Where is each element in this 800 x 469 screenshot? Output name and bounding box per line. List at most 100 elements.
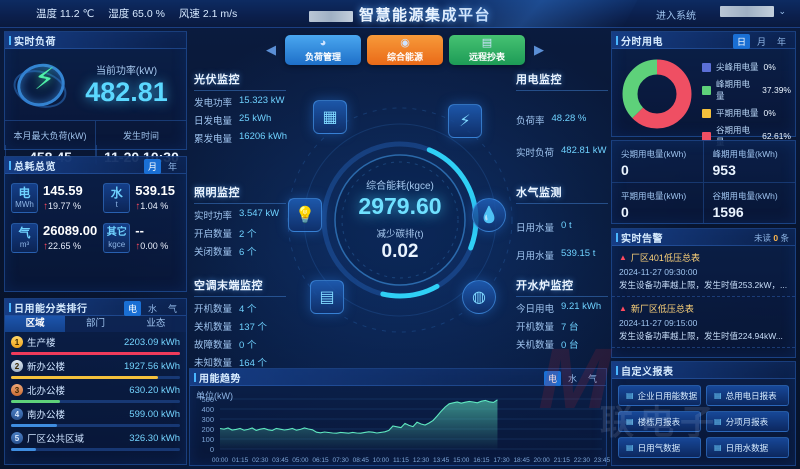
list-item[interactable]: 2 新办公楼 1927.56 kWh — [5, 356, 186, 380]
bolt-graphic: ⚡ — [9, 57, 73, 114]
value: 145.59 — [43, 183, 83, 198]
trend-chart-svg — [219, 398, 602, 450]
rank-badge: 4 — [11, 408, 23, 420]
gauge-icon: ◕ — [319, 36, 327, 49]
alarm-description: 发生设备功率越上限，发生时值253.2kW，... — [619, 280, 788, 290]
trend-type-toggle: 电 水 气 — [543, 371, 601, 386]
current-power-value: 482.81 — [85, 77, 168, 107]
module-title: 用电监控 — [516, 71, 608, 91]
consumption-item-other: 其它 kgce -- ↑0.00 % — [101, 219, 182, 257]
lightning-bolt-icon: ⚡ — [34, 62, 56, 96]
rank-badge: 2 — [11, 360, 23, 372]
realtime-load-panel: 实时负荷 ⚡ 当前功率(kW) 482.81 本月最大负荷(kW) 458.45… — [4, 31, 187, 165]
document-icon: ▤ — [626, 391, 634, 400]
module-hvac-terminal-monitoring: 空调末端监控 开机数量 4 个 关机数量 137 个 故障数量 0 个 未知数量 164… — [194, 276, 286, 369]
document-icon: ▤ — [626, 443, 634, 452]
gauge-top-value: 2979.60 — [358, 193, 442, 219]
solar-panel-icon[interactable]: ▦ — [313, 100, 347, 134]
stat-sharp: 尖期用电量(kWh) 0 — [612, 141, 704, 183]
toggle-water[interactable]: 水 — [147, 304, 157, 314]
nav-next-icon[interactable]: ▶ — [534, 42, 544, 57]
user-menu[interactable]: ⌄ — [720, 6, 786, 17]
toggle-year[interactable]: 年 — [776, 37, 786, 47]
tab-business[interactable]: 业态 — [125, 316, 186, 332]
air-conditioner-icon[interactable]: ▤ — [310, 280, 344, 314]
total-consumption-panel: 总耗总览 月 年 电 MWh 145.59 ↑19.77 % 水 t — [4, 156, 187, 292]
x-axis-tick: 16:15 — [473, 457, 490, 464]
change-pct: ↑1.04 % — [135, 201, 169, 212]
legend-swatch — [702, 85, 711, 95]
panel-title: 自定义报表 — [621, 366, 674, 378]
tab-area[interactable]: 区域 — [5, 316, 66, 332]
legend-item: 峰期用电量 37.39% — [702, 78, 791, 102]
y-axis-unit-label: 单位(kW) — [196, 391, 233, 401]
electricity-icon: 电 MWh — [11, 183, 38, 213]
alarm-item[interactable]: ▲ 新厂区低压总表 2024-11-27 09:15:00 发生设备功率越上限，… — [612, 297, 795, 348]
top-bar: 温度 11.2 ℃ 湿度 65.0 % 风速 2.1 m/s 智慧能源集成平台 … — [0, 0, 800, 28]
x-axis-tick: 03:45 — [272, 457, 289, 464]
tou-period-toggle: 日 月 年 — [732, 34, 790, 49]
gauge-readout: 综合能耗(kgce) 2979.60 减少碳排(t) 0.02 — [318, 138, 482, 302]
rank-tabs: 区域 部门 业态 — [5, 316, 186, 332]
toggle-gas[interactable]: 气 — [167, 304, 177, 314]
realtime-alarm-panel: 实时告警 未读 0 条 ▲ 厂区401低压总表 2024-11-27 09:30… — [611, 228, 796, 358]
list-item[interactable]: 1 生产楼 2203.09 kWh — [5, 332, 186, 356]
document-icon: ▤ — [714, 391, 722, 400]
report-button-enterprise-daily[interactable]: ▤ 企业日用能数据 — [618, 385, 701, 406]
nav-button-label: 综合能源 — [386, 51, 423, 62]
nav-button-integrated-energy[interactable]: ◉ 综合能源 — [367, 35, 443, 65]
toggle-electricity[interactable]: 电 — [543, 371, 561, 386]
toggle-day[interactable]: 日 — [732, 34, 750, 49]
alarm-device-name: 新厂区低压总表 — [630, 304, 694, 314]
nav-prev-icon[interactable]: ◀ — [266, 42, 276, 57]
rank-value: 630.20 kWh — [129, 384, 180, 396]
panel-header: 自定义报表 — [612, 362, 795, 379]
current-power-label: 当前功率(kW) — [95, 66, 158, 77]
rank-bar — [11, 400, 180, 403]
toggle-gas[interactable]: 气 — [587, 374, 597, 384]
report-button-daily-water[interactable]: ▤ 日用水数据 — [706, 437, 789, 458]
report-button-daily-gas[interactable]: ▤ 日用气数据 — [618, 437, 701, 458]
tab-department[interactable]: 部门 — [65, 316, 126, 332]
x-axis-tick: 01:15 — [231, 457, 249, 464]
report-button-subitem-monthly[interactable]: ▤ 分项月报表 — [706, 411, 789, 432]
lightbulb-icon[interactable]: 💡 — [288, 198, 322, 232]
toggle-month[interactable]: 月 — [143, 159, 161, 174]
stat-flat: 平期用电量(kWh) 0 — [612, 182, 704, 223]
report-button-total-electricity-daily[interactable]: ▤ 总用电日报表 — [706, 385, 789, 406]
rank-bar — [11, 376, 180, 379]
gauge-bottom-value: 0.02 — [381, 241, 419, 262]
list-item[interactable]: 3 北办公楼 630.20 kWh — [5, 380, 186, 404]
toggle-electricity[interactable]: 电 — [123, 301, 141, 316]
water-drop-icon[interactable]: 💧 — [472, 198, 506, 232]
alarm-description: 发生设备功率越上限，发生时值224.94kW... — [619, 331, 783, 341]
value: -- — [135, 223, 144, 238]
trend-chart: 单位(kW) 0 100 200 300 400 500 00:00 01:15 02:30 0… — [190, 386, 610, 465]
energy-trend-panel: 用能趋势 电 水 气 单位(kW) 0 100 200 300 400 500 00:00… — [189, 368, 610, 466]
module-title: 空调末端监控 — [194, 277, 286, 297]
panel-header: 分时用电 日 月 年 — [612, 32, 795, 49]
meter-icon: ▤ — [481, 36, 493, 49]
period-toggle: 月 年 — [143, 159, 181, 174]
module-title: 开水炉监控 — [516, 277, 608, 297]
x-axis-tick: 13:45 — [433, 457, 450, 464]
x-axis-tick: 00:00 — [211, 457, 229, 464]
electric-bolt-icon[interactable]: ⚡ — [448, 104, 482, 138]
toggle-month[interactable]: 月 — [756, 37, 766, 47]
alarm-item[interactable]: ▲ 厂区401低压总表 2024-11-27 09:30:00 发生设备功率越上… — [612, 246, 795, 297]
report-button-building-monthly[interactable]: ▤ 楼栋月报表 — [618, 411, 701, 432]
gas-icon: 气 m³ — [11, 223, 38, 253]
list-item[interactable]: 4 南办公楼 599.00 kWh — [5, 404, 186, 428]
rank-bar — [11, 448, 180, 451]
rank-name: 新办公楼 — [27, 362, 66, 373]
module-water-boiler-monitoring: 开水炉监控 今日用电 9.21 kWh 开机数量 7 台 关机数量 0 台 — [516, 276, 608, 351]
panel-title: 日用能分类排行 — [14, 303, 88, 315]
toggle-water[interactable]: 水 — [567, 374, 577, 384]
rank-badge: 1 — [11, 336, 23, 348]
list-item[interactable]: 5 厂区公共区域 326.30 kWh — [5, 428, 186, 452]
nav-button-remote-meter[interactable]: ▤ 远程抄表 — [449, 35, 525, 65]
boiler-icon[interactable]: ◍ — [462, 280, 496, 314]
nav-button-load-management[interactable]: ◕ 负荷管理 — [285, 35, 361, 65]
enter-system-label[interactable]: 进入系统 — [656, 11, 696, 22]
toggle-year[interactable]: 年 — [167, 162, 177, 172]
